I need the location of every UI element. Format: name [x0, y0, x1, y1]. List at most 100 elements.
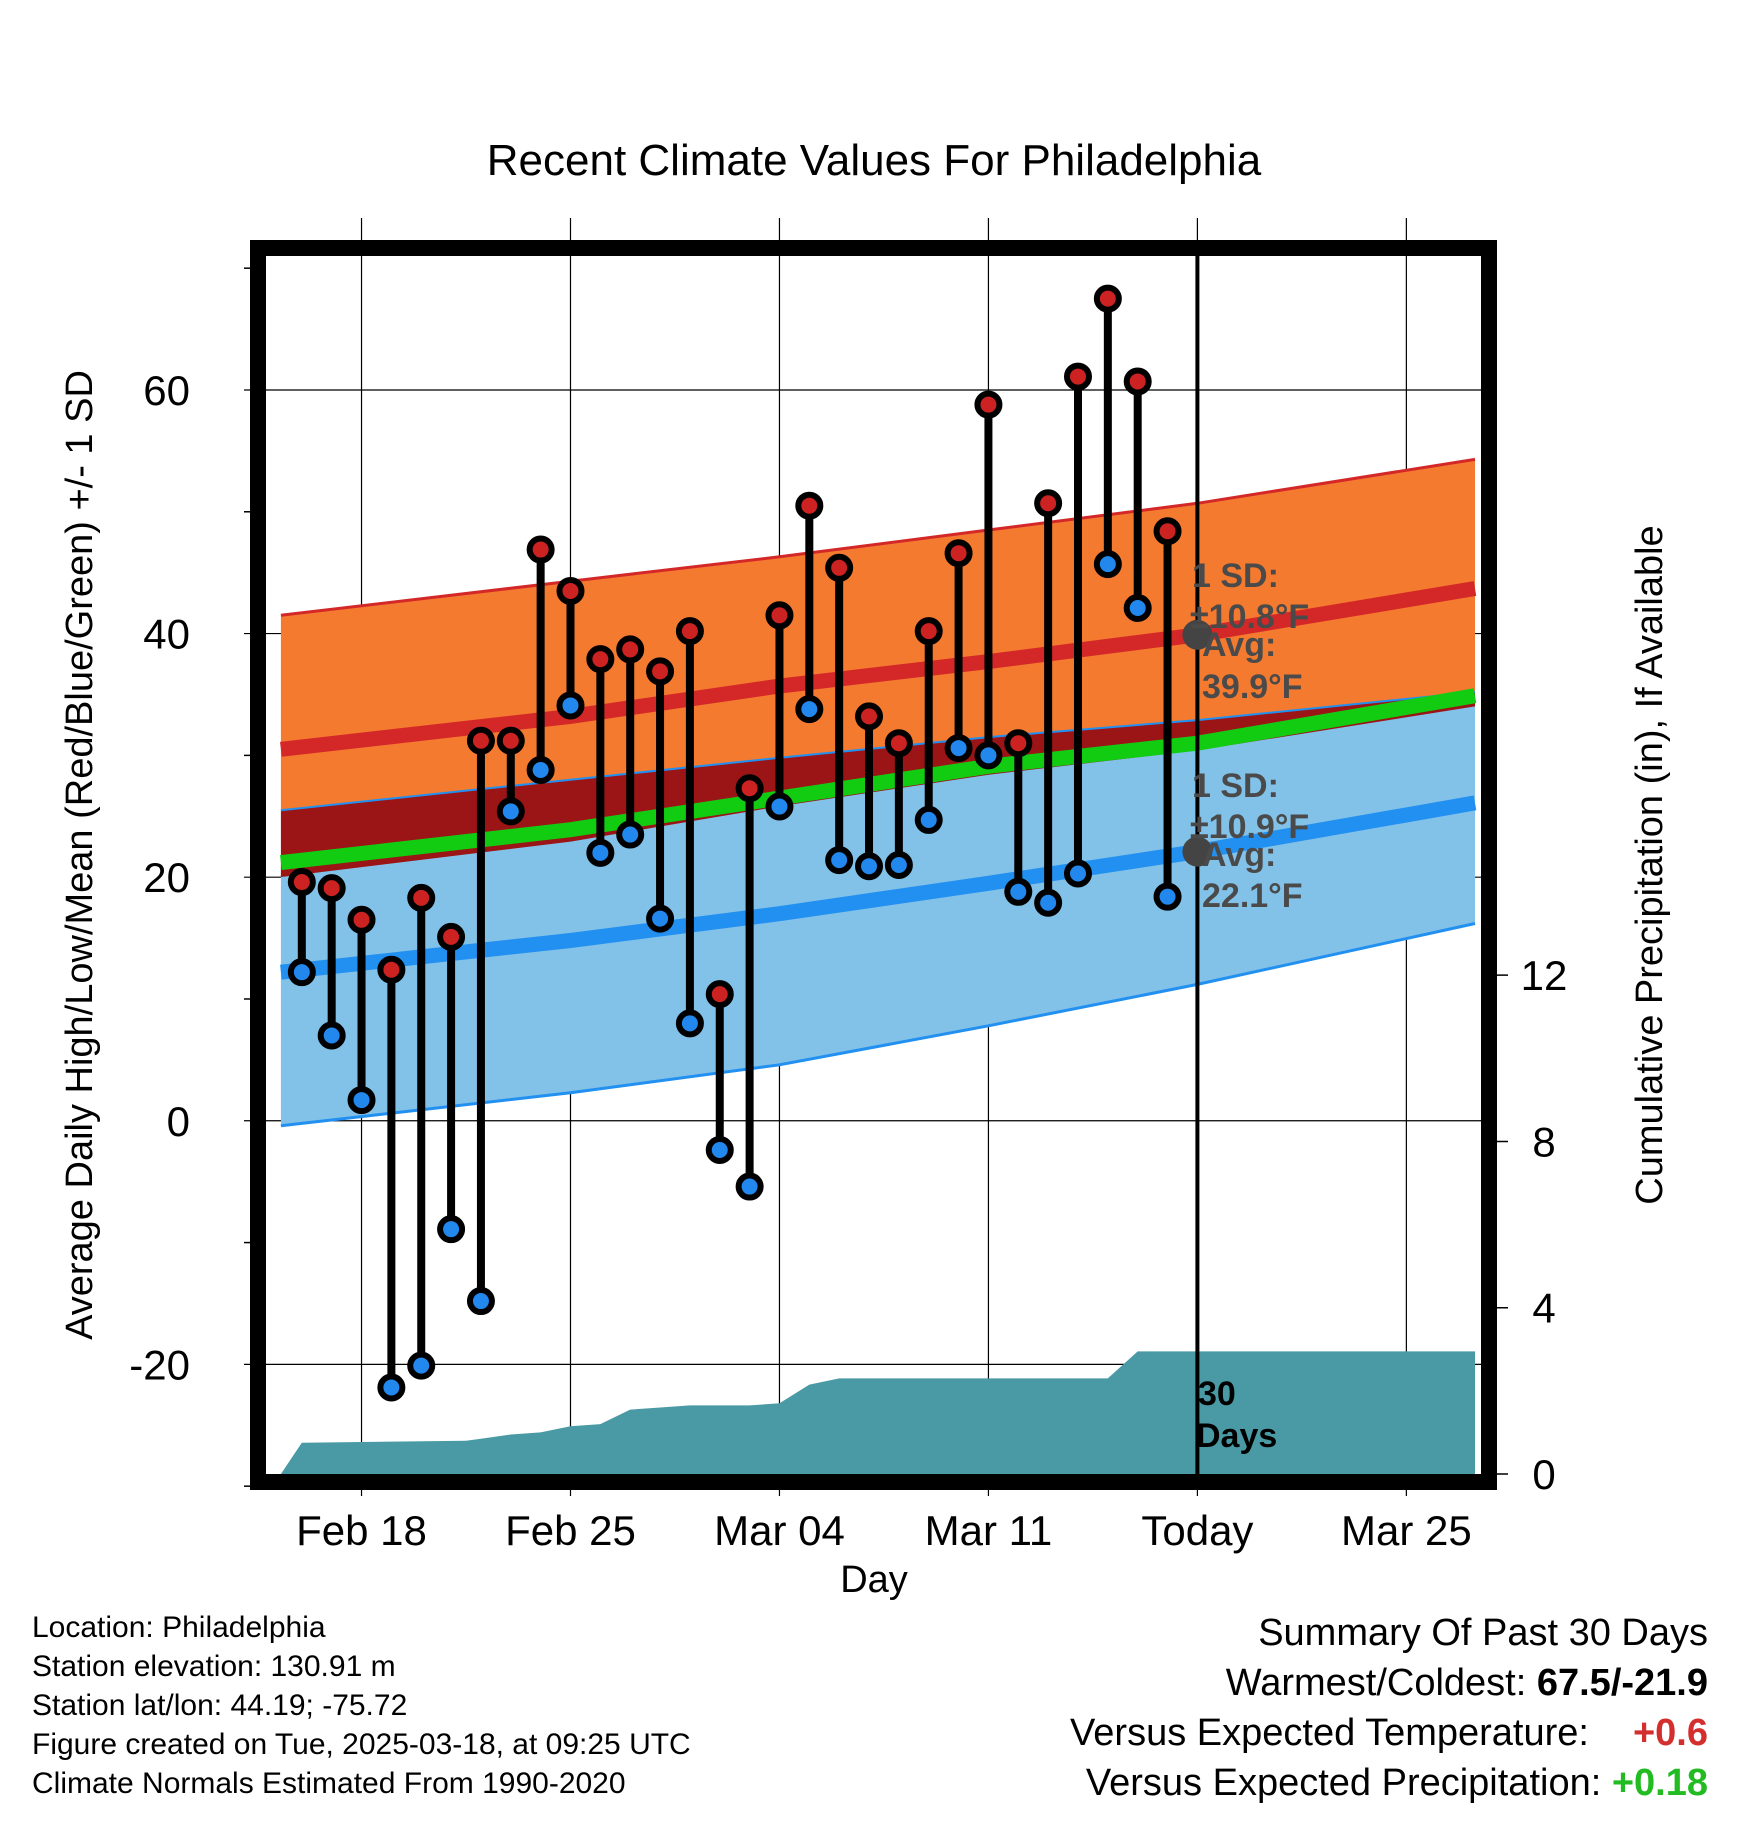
- high-point-15: [735, 774, 764, 803]
- high-point-9: [556, 576, 585, 605]
- high-point-23: [974, 390, 1003, 419]
- high-point-2: [347, 905, 376, 934]
- low-point-6: [466, 1287, 495, 1316]
- low-point-25: [1034, 888, 1063, 917]
- low-point-12: [646, 904, 675, 933]
- y-tick-4: 60: [143, 367, 190, 414]
- high-point-28: [1123, 367, 1152, 396]
- low-point-7: [496, 797, 525, 826]
- elevation-text: Station elevation: 130.91 m: [32, 1650, 396, 1683]
- low-point-13: [675, 1009, 704, 1038]
- today-line: [1182, 256, 1213, 1474]
- low-point-29: [1153, 882, 1182, 911]
- low-point-26: [1063, 859, 1092, 888]
- low-point-22: [944, 734, 973, 763]
- y-tick-2: 20: [143, 854, 190, 901]
- temp-row: Versus Expected Temperature: +0.6: [1070, 1708, 1708, 1758]
- warmest-value: 67.5/-21.9: [1536, 1662, 1708, 1704]
- low-point-27: [1093, 550, 1122, 579]
- y2-axis-label: Cumulative Precipitation (in), If Availa…: [1629, 525, 1671, 1204]
- low-point-11: [616, 820, 645, 849]
- low-point-24: [1004, 877, 1033, 906]
- latlon-text: Station lat/lon: 44.19; -75.72: [32, 1689, 408, 1722]
- high-avg-value: 39.9°F: [1202, 668, 1303, 706]
- climate-chart: Recent Climate Values For Philadelphia -…: [59, 136, 1671, 1600]
- precip-value: +0.18: [1611, 1762, 1708, 1804]
- low-point-14: [705, 1136, 734, 1165]
- high-point-12: [646, 657, 675, 686]
- normals-text: Climate Normals Estimated From 1990-2020: [32, 1767, 626, 1800]
- low-point-0: [287, 958, 316, 987]
- high-point-13: [675, 617, 704, 646]
- high-point-1: [317, 874, 346, 903]
- created-text: Figure created on Tue, 2025-03-18, at 09…: [32, 1728, 691, 1761]
- low-avg-value: 22.1°F: [1202, 877, 1303, 915]
- high-point-0: [287, 868, 316, 897]
- y-tick-3: 40: [143, 611, 190, 658]
- low-sd-value: ±10.9°F: [1190, 808, 1309, 846]
- precip-label: Versus Expected Precipitation:: [1085, 1762, 1602, 1804]
- temp-label: Versus Expected Temperature:: [1070, 1712, 1589, 1754]
- plot-frame: [250, 240, 1497, 1490]
- x-tick-2: Mar 04: [714, 1507, 845, 1554]
- precip-fill: [280, 1351, 1475, 1474]
- high-upper-line: [280, 457, 1476, 617]
- chart-title: Recent Climate Values For Philadelphia: [487, 136, 1262, 185]
- high-point-7: [496, 726, 525, 755]
- low-point-8: [526, 755, 555, 784]
- low-point-3: [377, 1373, 406, 1402]
- high-point-10: [586, 645, 615, 674]
- high-point-17: [795, 491, 824, 520]
- high-point-11: [616, 635, 645, 664]
- station-info: Location: Philadelphia Station elevation…: [32, 1608, 691, 1803]
- low-point-5: [437, 1215, 466, 1244]
- high-point-19: [855, 702, 884, 731]
- low-point-4: [407, 1351, 436, 1380]
- today-low-avg-marker: [1182, 836, 1213, 867]
- high-point-22: [944, 539, 973, 568]
- today-high-avg-marker: [1182, 619, 1213, 650]
- low-point-17: [795, 695, 824, 724]
- y2-tick-2: 8: [1532, 1118, 1555, 1165]
- y-tick-1: 0: [167, 1098, 190, 1145]
- normal-bands: [280, 457, 1477, 1128]
- low-point-10: [586, 838, 615, 867]
- high-point-14: [705, 980, 734, 1009]
- high-point-16: [765, 601, 794, 630]
- days-count: 30: [1198, 1375, 1236, 1413]
- mean-avg-line: [280, 688, 1477, 871]
- daily-range-stems: [297, 298, 1172, 1388]
- high-point-21: [914, 617, 943, 646]
- warmest-row: Warmest/Coldest: 67.5/-21.9: [1070, 1658, 1708, 1708]
- summary-panel: Summary Of Past 30 Days Warmest/Coldest:…: [1070, 1608, 1708, 1808]
- high-point-26: [1063, 362, 1092, 391]
- low-point-9: [556, 691, 585, 720]
- high-point-5: [437, 922, 466, 951]
- y-axis-label: Average Daily High/Low/Mean (Red/Blue/Gr…: [59, 370, 101, 1340]
- high-point-27: [1093, 284, 1122, 313]
- precip-row: Versus Expected Precipitation: +0.18: [1070, 1758, 1708, 1808]
- high-point-18: [825, 553, 854, 582]
- high-point-6: [466, 726, 495, 755]
- low-sd-band: [280, 705, 1475, 1126]
- high-avg-label: Avg:: [1202, 626, 1276, 664]
- high-point-4: [407, 883, 436, 912]
- x-tick-1: Feb 25: [505, 1507, 636, 1554]
- low-point-16: [765, 792, 794, 821]
- low-point-20: [884, 851, 913, 879]
- high-point-24: [1004, 729, 1033, 758]
- precip-area: [280, 1351, 1475, 1474]
- x-tick-5: Mar 25: [1341, 1507, 1472, 1554]
- high-lower-line: [280, 691, 1476, 812]
- y2-tick-0: 0: [1532, 1451, 1555, 1498]
- daily-markers: [287, 284, 1182, 1402]
- high-point-25: [1034, 489, 1063, 518]
- low-sd-label: 1 SD:: [1192, 767, 1279, 805]
- low-point-1: [317, 1021, 346, 1050]
- high-point-29: [1153, 517, 1182, 546]
- low-point-19: [855, 852, 884, 881]
- y2-tick-3: 12: [1521, 952, 1568, 999]
- normals-annotations: 1 SD: ±10.8°F Avg: 39.9°F 1 SD: ±10.9°F …: [1190, 557, 1309, 1455]
- high-point-20: [884, 729, 913, 758]
- axis-ticks: -20 0 20 40 60 0 4 8 12 Feb 18 Feb 25 Mar 04 Mar 11 T…: [129, 267, 1568, 1554]
